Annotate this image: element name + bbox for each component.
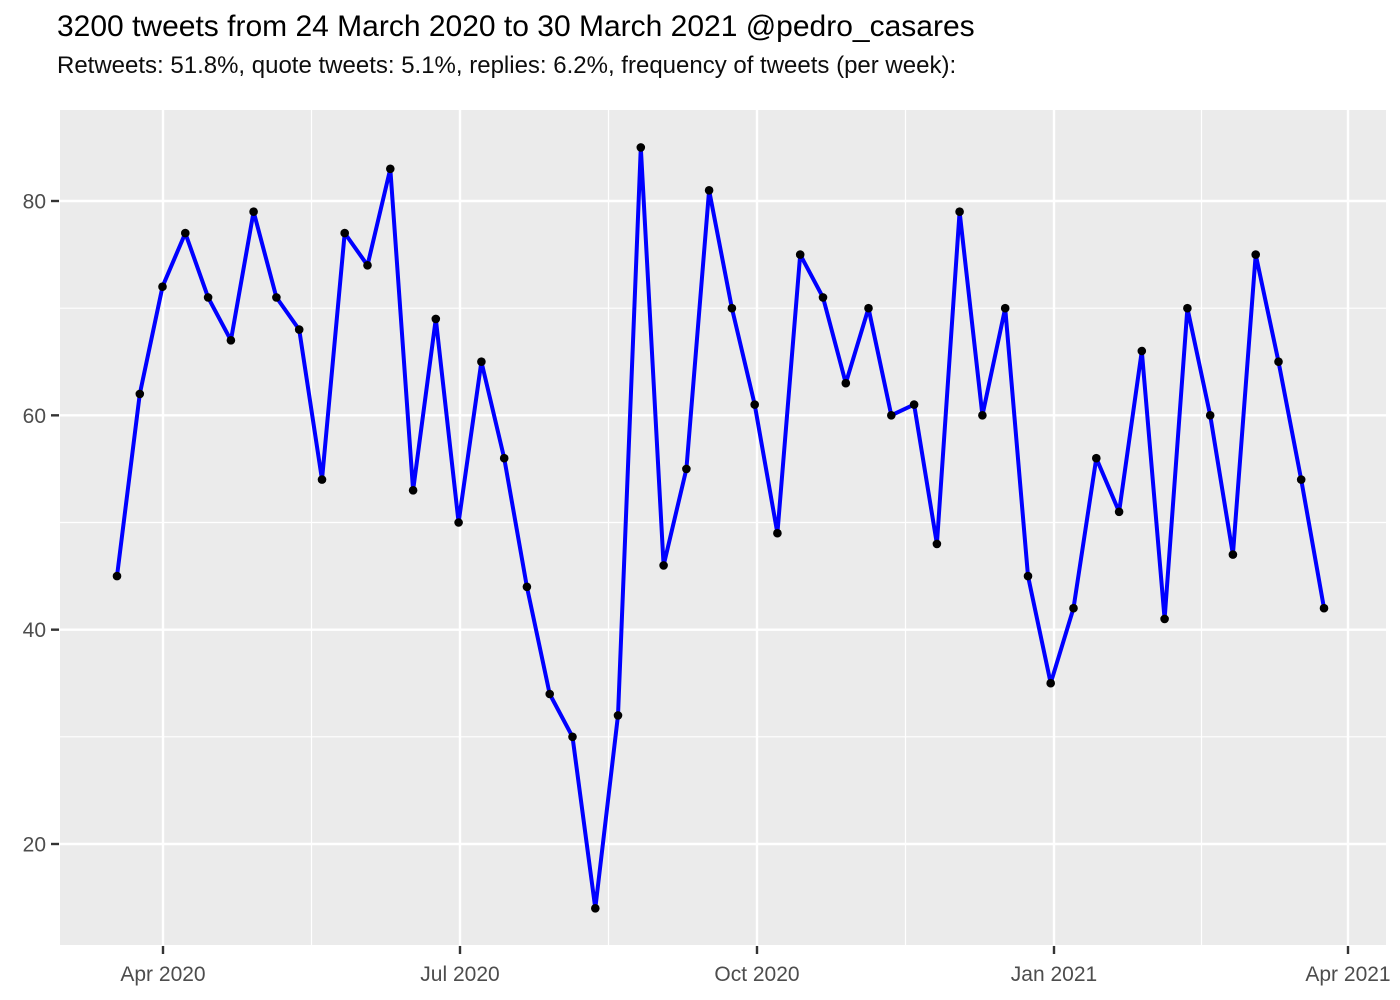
chart-title: 3200 tweets from 24 March 2020 to 30 Mar…: [57, 10, 975, 43]
x-axis-tick-label: Jul 2020: [420, 963, 499, 986]
data-point: [1092, 453, 1101, 463]
data-point: [1046, 678, 1055, 688]
data-point: [636, 143, 646, 152]
plot-panel: [60, 110, 1386, 945]
data-point: [431, 314, 441, 324]
data-point: [294, 325, 304, 334]
data-point: [659, 561, 668, 570]
data-point: [727, 303, 737, 313]
data-point: [454, 518, 463, 527]
data-series: [112, 143, 1329, 913]
gridlines-major: [60, 110, 1386, 945]
data-point: [1183, 303, 1192, 313]
y-axis-tick-label: 80: [23, 190, 46, 213]
data-point: [340, 228, 350, 238]
data-point: [477, 357, 486, 367]
data-point: [1069, 603, 1078, 613]
data-point: [272, 293, 281, 302]
x-axis-tick-label: Apr 2020: [120, 963, 205, 986]
data-point: [613, 711, 623, 720]
data-point: [773, 528, 782, 538]
data-point: [1274, 357, 1283, 367]
y-axis-tick-label: 60: [23, 405, 46, 428]
data-point: [978, 411, 987, 420]
data-point: [955, 207, 964, 216]
data-point: [818, 293, 828, 302]
data-point: [158, 282, 167, 292]
data-point: [932, 539, 942, 549]
data-point: [1023, 571, 1033, 581]
y-axis-tick-label: 20: [23, 834, 46, 857]
data-point: [226, 336, 236, 345]
data-point: [363, 261, 372, 270]
data-point: [1228, 550, 1238, 559]
data-point: [750, 400, 759, 409]
data-point: [545, 689, 554, 699]
data-point: [135, 389, 145, 399]
data-point: [181, 228, 190, 238]
data-point: [386, 164, 395, 174]
data-point: [522, 582, 532, 592]
x-axis-tick-label: Oct 2020: [714, 963, 799, 986]
chart-subtitle: Retweets: 51.8%, quote tweets: 5.1%, rep…: [57, 52, 957, 79]
data-point: [864, 303, 873, 313]
data-point: [1319, 603, 1329, 613]
data-point: [1160, 614, 1169, 624]
axis-tick-labels: 20 40 60 80 Apr 2020 Jul 2020 Oct 2020 Jan 2021…: [23, 190, 1391, 986]
data-point: [1251, 250, 1260, 259]
data-point: [249, 207, 258, 216]
data-point: [1205, 411, 1215, 420]
data-point: [909, 400, 919, 409]
data-point: [682, 464, 691, 474]
data-point: [499, 453, 509, 463]
data-point: [317, 475, 327, 484]
chart-header: 3200 tweets from 24 March 2020 to 30 Mar…: [57, 8, 1377, 82]
x-axis-tick-label: Jan 2021: [1011, 963, 1097, 986]
data-line: [115, 145, 1326, 911]
data-point: [568, 732, 577, 742]
x-axis-tick-label: Apr 2021: [1305, 963, 1390, 986]
data-point: [841, 378, 851, 388]
data-point: [1137, 346, 1147, 356]
data-point: [203, 293, 213, 302]
data-point: [1296, 475, 1306, 484]
data-point: [591, 904, 600, 913]
axis-tick-marks: [51, 199, 1350, 954]
data-point: [795, 250, 805, 259]
data-point: [112, 571, 122, 581]
data-point: [1000, 303, 1010, 313]
y-axis-tick-label: 40: [23, 619, 46, 642]
data-point: [887, 411, 896, 420]
data-point: [1114, 507, 1124, 517]
data-point: [408, 486, 418, 495]
data-point: [704, 186, 714, 195]
